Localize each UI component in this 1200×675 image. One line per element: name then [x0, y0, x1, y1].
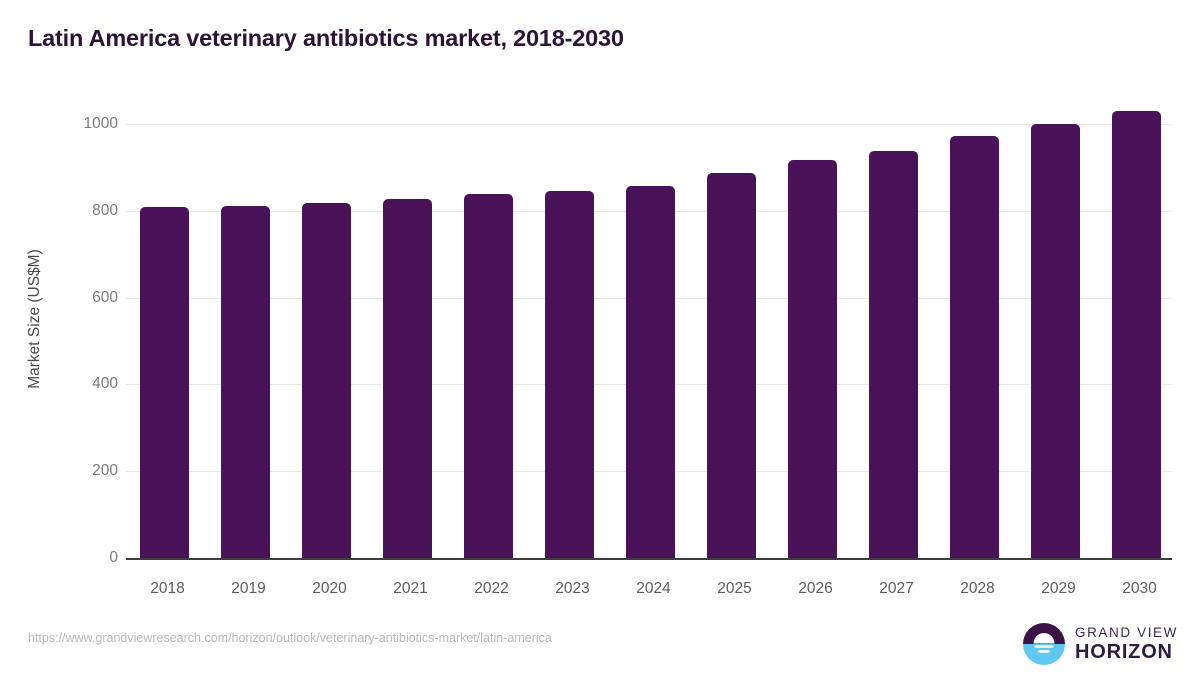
- bar[interactable]: [1031, 124, 1080, 558]
- y-tick-label: 1000: [83, 115, 118, 132]
- y-tick-label: 600: [92, 288, 118, 306]
- plot-area: Market Size (US$M) 0 200 400 600 800 1000 201…: [26, 0, 1180, 620]
- x-axis-line: [126, 558, 1172, 560]
- logo-line-1: GRAND VIEW: [1074, 624, 1178, 640]
- bar-group: 2025: [694, 0, 775, 620]
- x-tick-label: 2029: [1041, 580, 1076, 597]
- bar[interactable]: [383, 198, 432, 558]
- x-tick-label: 2025: [717, 580, 752, 597]
- bar-group: 2022: [451, 0, 532, 620]
- page-title: Latin America veterinary antibiotics mar…: [28, 25, 624, 51]
- bar-group: 2028: [937, 0, 1018, 620]
- x-tick-label: 2021: [393, 580, 428, 597]
- x-tick-label: 2022: [474, 580, 509, 597]
- y-tick-label: 400: [92, 375, 118, 393]
- y-tick-label: 200: [92, 462, 118, 480]
- sun-over-horizon-icon: [1022, 623, 1065, 665]
- x-tick-label: 2028: [960, 580, 995, 597]
- logo-line-2: HORIZON: [1074, 641, 1173, 664]
- x-tick-label: 2030: [1122, 580, 1157, 597]
- bar[interactable]: [869, 151, 918, 558]
- gridline: [126, 124, 1172, 125]
- x-tick-label: 2026: [798, 580, 833, 597]
- bar-group: 2023: [532, 0, 613, 620]
- bar[interactable]: [464, 194, 513, 558]
- bar[interactable]: [626, 185, 675, 558]
- logo-wordmark: GRAND VIEW HORIZON: [1075, 626, 1178, 663]
- x-tick-label: 2027: [879, 580, 914, 597]
- bar[interactable]: [950, 136, 999, 558]
- bar-group: 2019: [208, 0, 289, 620]
- y-tick-label: 800: [92, 201, 118, 219]
- bar[interactable]: [545, 191, 594, 558]
- bar-group: 2026: [775, 0, 856, 620]
- x-tick-label: 2020: [312, 580, 347, 597]
- bar[interactable]: [788, 160, 837, 558]
- bar[interactable]: [140, 206, 189, 558]
- x-tick-label: 2023: [555, 580, 590, 597]
- bar-group: 2029: [1018, 0, 1099, 620]
- source-url[interactable]: https://www.grandviewresearch.com/horizo…: [28, 631, 552, 645]
- bar[interactable]: [1112, 110, 1161, 558]
- bar-group: 2030: [1099, 0, 1180, 620]
- bar-group: 2018: [127, 0, 208, 620]
- y-tick-label: 0: [109, 549, 118, 566]
- bar[interactable]: [221, 206, 270, 558]
- x-tick-label: 2018: [150, 580, 185, 597]
- bar-group: 2021: [370, 0, 451, 620]
- bar[interactable]: [302, 203, 351, 558]
- bar-series: 2018 2019 2020 2021 2022 2023 2024 2025 2026 2027…: [127, 0, 1180, 620]
- x-tick-label: 2019: [231, 580, 266, 597]
- bar[interactable]: [707, 172, 756, 558]
- bar-group: 2024: [613, 0, 694, 620]
- bar-group: 2020: [289, 0, 370, 620]
- y-axis-ticks: 0 200 400 600 800 1000: [52, 0, 118, 620]
- brand-logo: GRAND VIEW HORIZON: [1022, 620, 1178, 668]
- bar-group: 2027: [856, 0, 937, 620]
- x-tick-label: 2024: [636, 580, 671, 597]
